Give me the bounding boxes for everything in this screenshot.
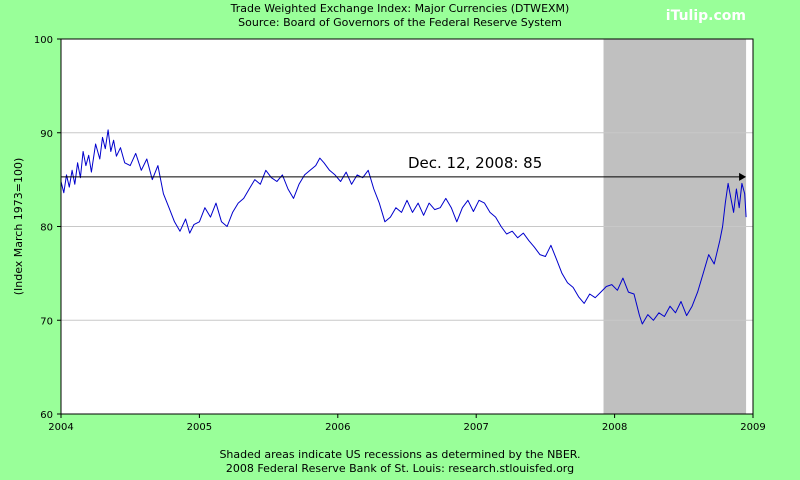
footer-note: Shaded areas indicate US recessions as d… xyxy=(219,448,581,461)
x-tick-label: 2007 xyxy=(463,422,488,433)
axis-ticks: 60 70 80 90 100 2004 2005 2006 2007 2008 2009 xyxy=(34,35,766,433)
gridlines xyxy=(61,132,753,321)
annotation-label: Dec. 12, 2008: 85 xyxy=(408,154,542,172)
annotation-layer: Dec. 12, 2008: 85 xyxy=(61,154,747,181)
x-tick-label: 2008 xyxy=(602,422,627,433)
chart-source: Source: Board of Governors of the Federa… xyxy=(238,16,562,29)
x-tick-label: 2009 xyxy=(740,422,765,433)
y-tick-label: 100 xyxy=(34,35,53,46)
x-tick-label: 2005 xyxy=(187,422,212,433)
y-tick-label: 70 xyxy=(40,316,53,327)
series-line xyxy=(60,129,747,325)
brand-logo-text: iTulip.com xyxy=(665,8,746,24)
series-layer xyxy=(60,129,747,325)
chart-title: Trade Weighted Exchange Index: Major Cur… xyxy=(230,2,570,15)
x-tick-label: 2006 xyxy=(325,422,350,433)
x-tick-label: 2004 xyxy=(48,422,73,433)
y-axis-label: (Index March 1973=100) xyxy=(12,158,25,296)
annotation-arrowhead xyxy=(739,172,747,181)
y-tick-label: 80 xyxy=(40,223,53,234)
y-tick-label: 60 xyxy=(40,410,53,421)
y-tick-label: 90 xyxy=(40,129,53,140)
footer-credit: 2008 Federal Reserve Bank of St. Louis: … xyxy=(225,462,575,475)
